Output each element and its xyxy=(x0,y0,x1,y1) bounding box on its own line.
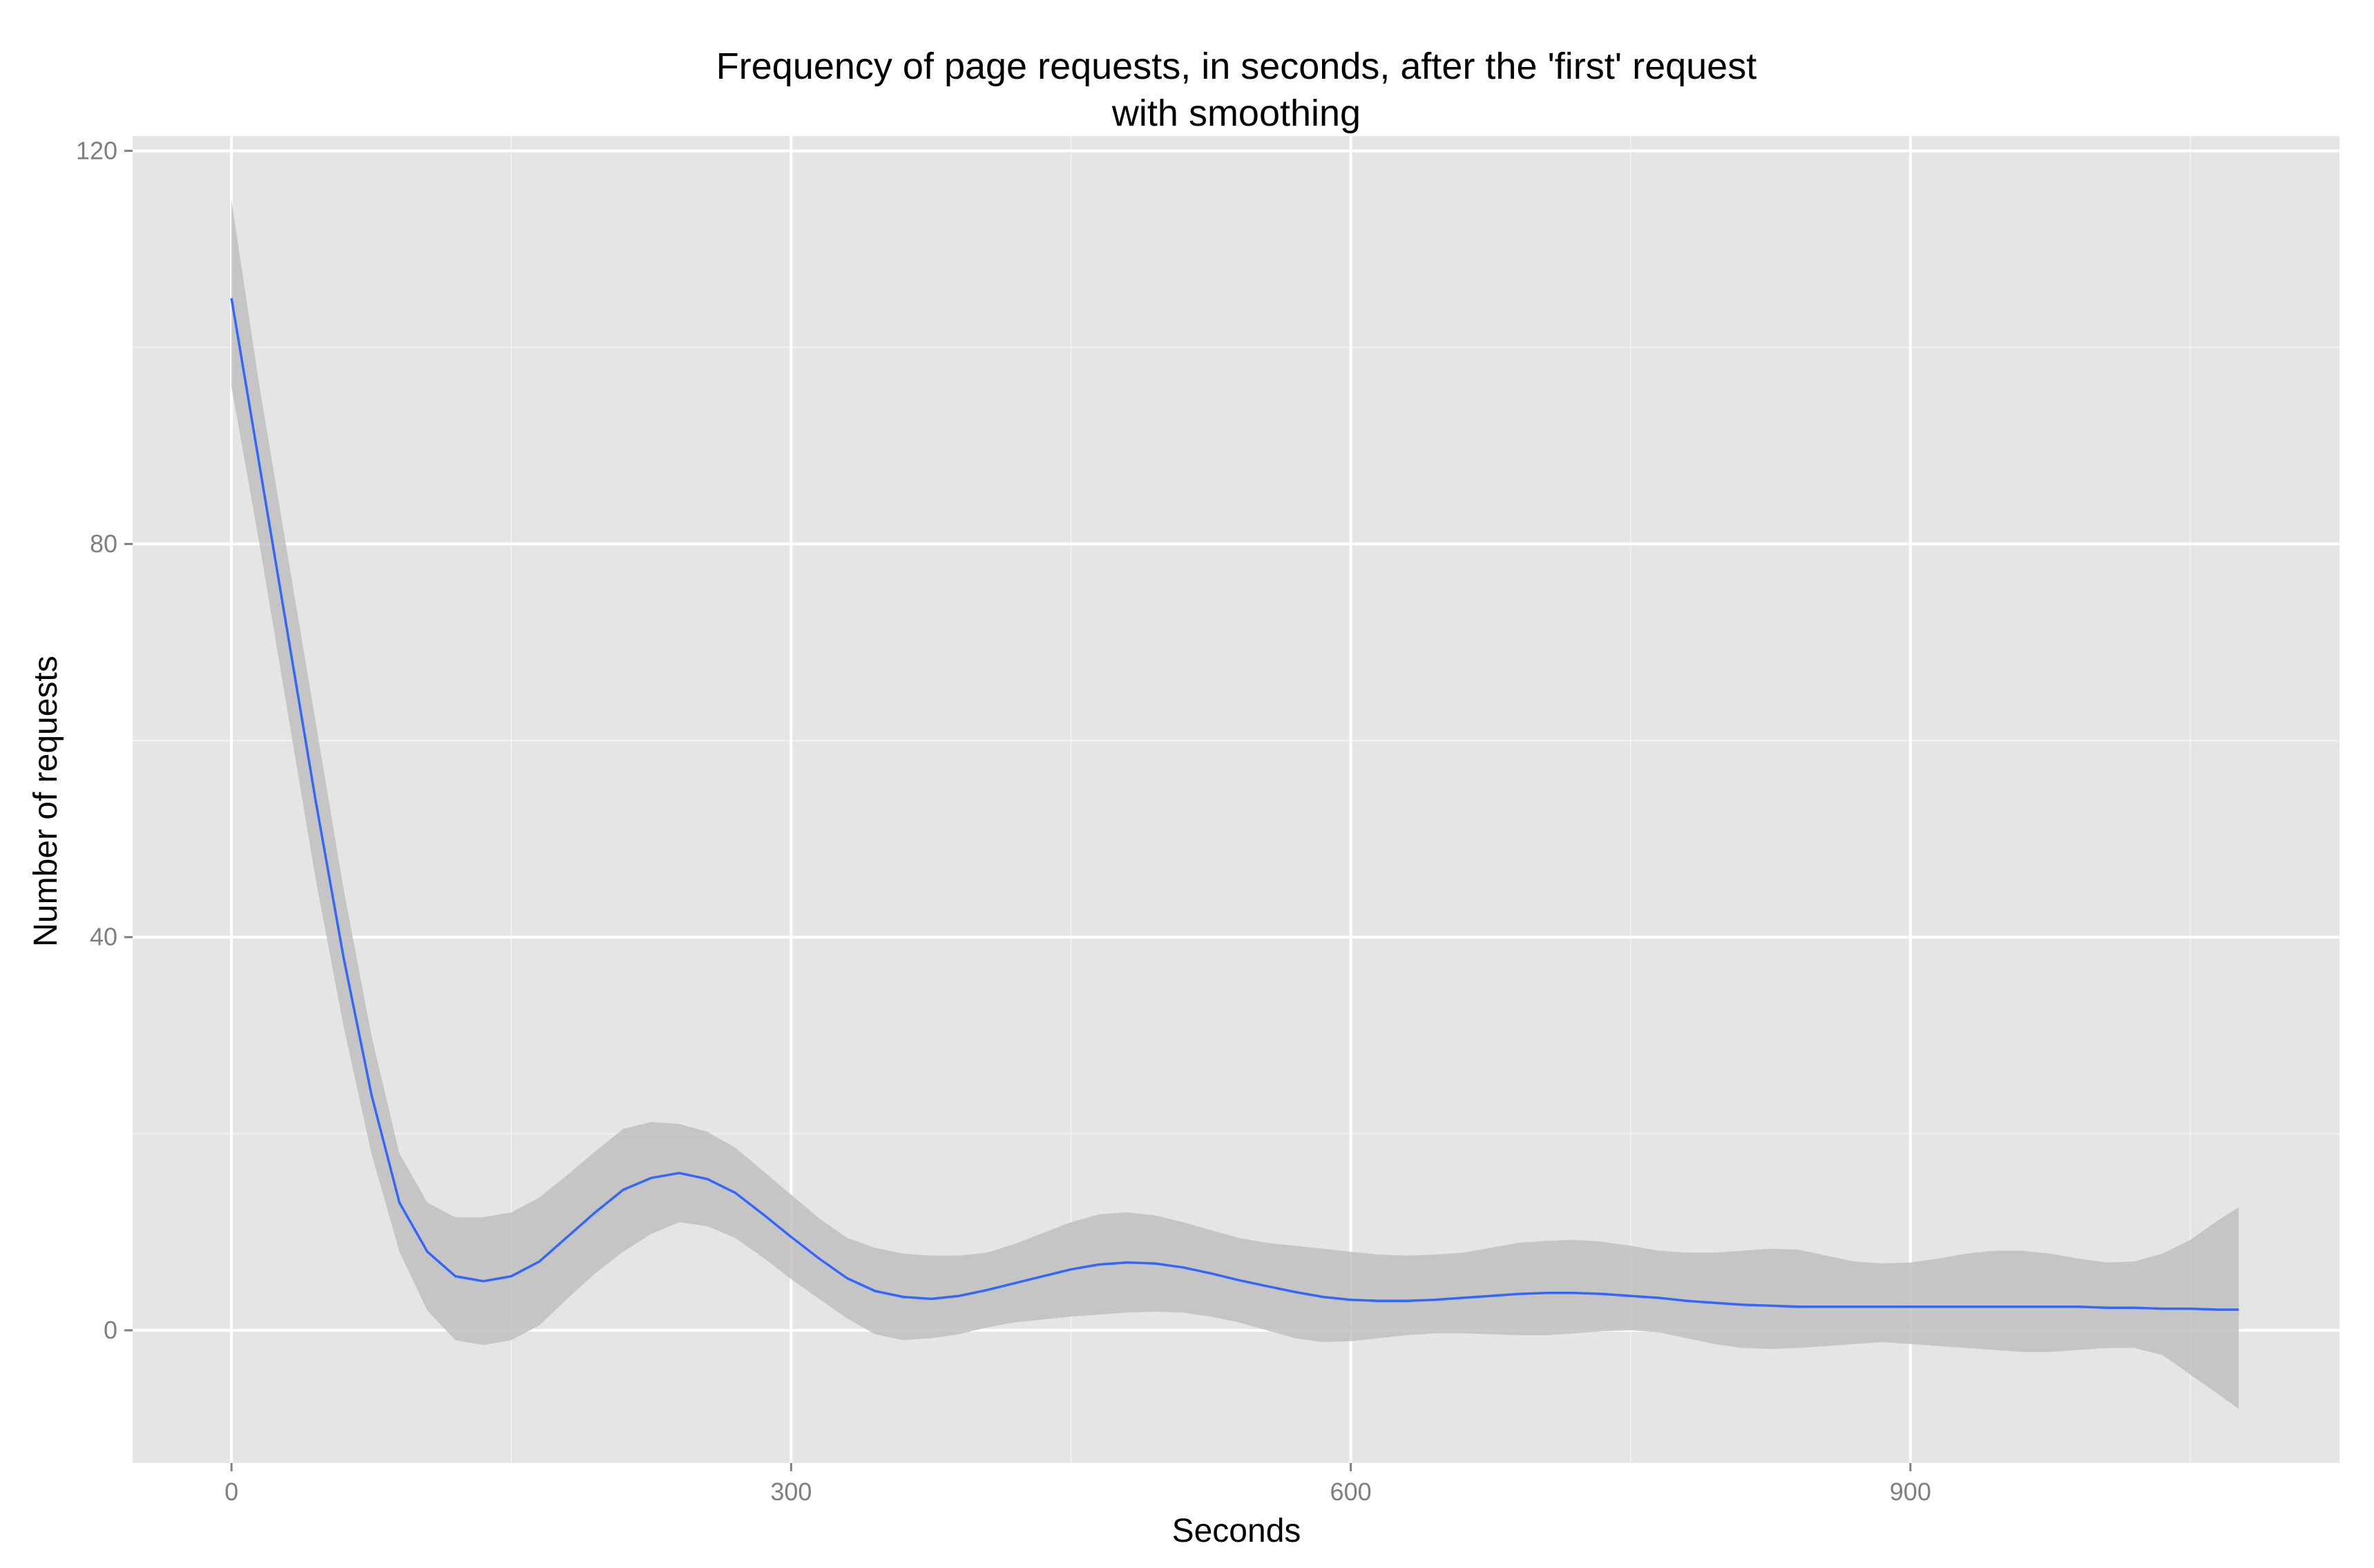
confidence-band xyxy=(231,200,2239,1409)
y-tick-label: 40 xyxy=(90,923,117,951)
chart-subtitle: with smoothing xyxy=(1111,93,1361,134)
x-tick-label: 300 xyxy=(770,1478,812,1506)
x-tick-label: 600 xyxy=(1330,1478,1372,1506)
y-tick-label: 0 xyxy=(104,1316,117,1344)
chart-title: Frequency of page requests, in seconds, … xyxy=(716,46,1756,87)
smoothed-line xyxy=(230,298,2239,1311)
y-tick-label: 120 xyxy=(76,136,117,164)
axis-ticks xyxy=(124,149,1912,1471)
tick-labels: 0 300 600 900 0 40 80 120 xyxy=(76,136,1931,1506)
y-axis-title: Number of requests xyxy=(28,656,64,947)
minor-gridlines xyxy=(133,136,2339,1463)
x-tick-label: 0 xyxy=(224,1478,238,1506)
y-tick-label: 80 xyxy=(90,530,117,558)
x-tick-label: 900 xyxy=(1890,1478,1931,1506)
x-axis-title: Seconds xyxy=(1172,1513,1301,1549)
